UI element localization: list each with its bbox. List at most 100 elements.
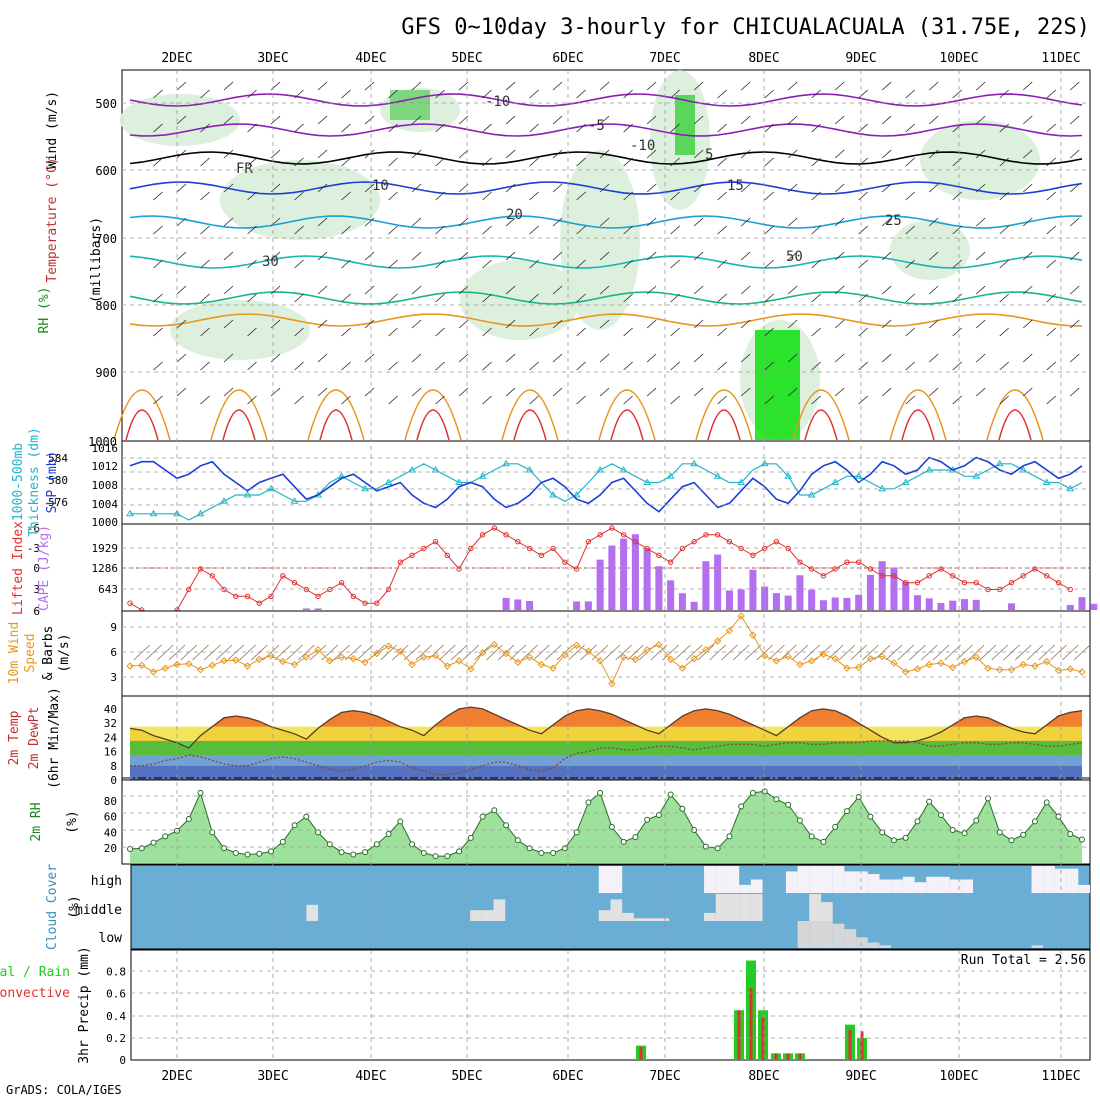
- cloud-cell: [832, 866, 845, 893]
- wind-barb-10m: [615, 644, 632, 661]
- wind-barb: [599, 319, 610, 329]
- wind-barb-10m: [1050, 644, 1067, 661]
- run-total-label: Run Total = 2.56: [961, 953, 1086, 968]
- cloud-cell: [481, 910, 494, 921]
- wind-barb: [905, 293, 915, 303]
- date-label-top: 7DEC: [649, 51, 680, 66]
- wind-barb: [670, 395, 680, 405]
- cloud-level-label: middle: [75, 903, 122, 918]
- wind-barb: [529, 89, 539, 99]
- wind-barb: [270, 251, 281, 261]
- rh-marker: [808, 833, 815, 840]
- cloud-cell: [844, 929, 857, 948]
- wind-barb-10m: [192, 644, 209, 661]
- rh-marker: [315, 829, 322, 836]
- li-marker: [244, 593, 251, 600]
- cape-bar: [878, 561, 886, 610]
- wind-barb: [764, 225, 774, 235]
- cape-bar: [925, 598, 933, 610]
- wind-barb: [834, 319, 845, 329]
- rh-marker: [773, 796, 780, 803]
- wind-barb: [999, 89, 1009, 99]
- precip-convective-bar: [639, 1046, 643, 1060]
- cloud-level-label: low: [99, 931, 123, 946]
- wind-barb: [153, 89, 163, 99]
- wind-barb: [693, 115, 704, 125]
- cloud-cell: [1066, 868, 1079, 893]
- panel-label: 2m Temp: [7, 710, 22, 765]
- wind-barb: [200, 361, 210, 371]
- wind-barb: [458, 285, 469, 295]
- li-marker: [1032, 566, 1038, 572]
- wind-barb: [693, 149, 704, 159]
- wind-barb-10m: [897, 644, 914, 661]
- cape-bar: [631, 534, 639, 610]
- cape-bar: [937, 602, 945, 610]
- date-label-top: 3DEC: [257, 51, 288, 66]
- wind-barb: [1069, 149, 1080, 159]
- wind-speed-marker: [185, 660, 193, 668]
- wind-barb: [670, 225, 680, 235]
- wind-barb: [223, 285, 234, 295]
- thickness-marker: [478, 472, 487, 479]
- wind-barb: [975, 353, 986, 363]
- wind-barb: [811, 259, 821, 269]
- li-marker: [985, 586, 991, 593]
- wind-barb: [623, 89, 633, 99]
- panel-label: Total / Rain: [0, 965, 70, 980]
- wind-barb: [552, 387, 563, 397]
- wind-barb: [388, 191, 398, 201]
- cape-bar: [972, 599, 980, 610]
- wind-barb-10m: [627, 644, 644, 661]
- li-marker: [632, 538, 639, 545]
- wind-barb: [1022, 81, 1033, 91]
- wind-speed-marker: [749, 631, 757, 639]
- wind-barb: [435, 395, 445, 405]
- wind-barb: [787, 319, 798, 329]
- panel-label: (6hr Min/Max): [47, 687, 62, 789]
- wind-barb: [787, 183, 798, 193]
- cloud-cell: [750, 894, 763, 921]
- wind-barb-10m: [568, 644, 585, 661]
- cloud-cell: [832, 923, 845, 948]
- date-label-bottom: 5DEC: [451, 1069, 482, 1084]
- temp-tick: 24: [104, 731, 118, 744]
- li-marker: [714, 532, 721, 538]
- wind-barb: [505, 319, 516, 329]
- wind-barb-10m: [1003, 644, 1020, 661]
- precip-convective-bar: [860, 1031, 864, 1060]
- wind-barb: [411, 387, 422, 397]
- wind-barb: [458, 353, 469, 363]
- precip-tick: 0.4: [106, 1010, 126, 1023]
- wind-barb: [952, 191, 962, 201]
- cape-bar: [819, 600, 827, 610]
- wind-speed-marker: [572, 641, 581, 650]
- cloud-cell: [704, 866, 716, 893]
- wind-barb: [388, 89, 398, 99]
- wind-speed-marker: [537, 660, 546, 669]
- wind-barb: [999, 395, 1009, 405]
- wind-barb: [270, 183, 281, 193]
- wind-barb: [764, 293, 774, 303]
- wind-barb: [1046, 225, 1057, 235]
- wind-barb: [247, 157, 257, 167]
- wind-barb: [623, 157, 633, 167]
- wind-barb: [576, 293, 586, 303]
- thickness-marker: [666, 472, 675, 479]
- date-label-top: 5DEC: [451, 51, 482, 66]
- contour-label: 20: [506, 207, 523, 223]
- rh-marker: [350, 851, 357, 858]
- wind-barb: [999, 361, 1009, 371]
- wind-barb: [670, 293, 680, 303]
- slp-thickness-panel: 584 580 576 1016 1012 1008 1004 1000: [48, 440, 1091, 529]
- wind-barb: [928, 183, 939, 193]
- wind-barb: [364, 149, 375, 159]
- wind10m-frame: [121, 610, 1091, 697]
- thickness-marker: [713, 472, 722, 479]
- wind-barb: [787, 81, 798, 91]
- isotherm-loop: [889, 389, 947, 441]
- wind-barb: [834, 81, 845, 91]
- date-label-bottom: 6DEC: [552, 1069, 583, 1084]
- wind-barb: [1022, 285, 1033, 295]
- wind-barb-10m: [439, 644, 456, 661]
